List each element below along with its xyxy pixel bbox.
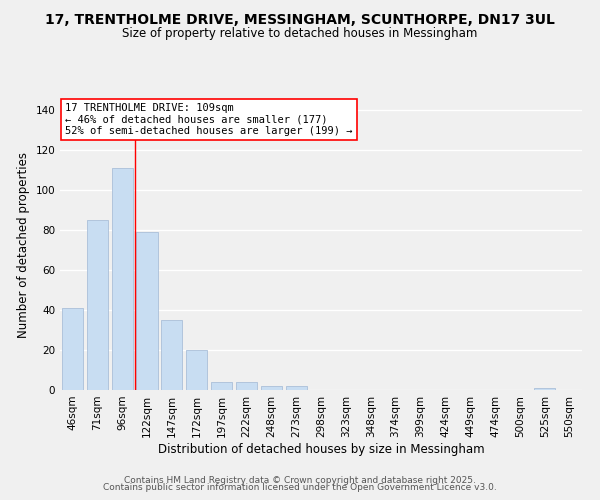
Bar — [87, 220, 108, 390]
Bar — [261, 386, 282, 390]
Y-axis label: Number of detached properties: Number of detached properties — [17, 152, 30, 338]
Bar — [236, 382, 257, 390]
Text: Contains public sector information licensed under the Open Government Licence v3: Contains public sector information licen… — [103, 484, 497, 492]
Text: 17, TRENTHOLME DRIVE, MESSINGHAM, SCUNTHORPE, DN17 3UL: 17, TRENTHOLME DRIVE, MESSINGHAM, SCUNTH… — [45, 12, 555, 26]
Bar — [112, 168, 133, 390]
Bar — [161, 320, 182, 390]
Text: Contains HM Land Registry data © Crown copyright and database right 2025.: Contains HM Land Registry data © Crown c… — [124, 476, 476, 485]
Bar — [211, 382, 232, 390]
Bar — [136, 232, 158, 390]
Bar — [186, 350, 207, 390]
X-axis label: Distribution of detached houses by size in Messingham: Distribution of detached houses by size … — [158, 442, 484, 456]
Bar — [62, 308, 83, 390]
Bar — [286, 386, 307, 390]
Text: 17 TRENTHOLME DRIVE: 109sqm
← 46% of detached houses are smaller (177)
52% of se: 17 TRENTHOLME DRIVE: 109sqm ← 46% of det… — [65, 103, 353, 136]
Text: Size of property relative to detached houses in Messingham: Size of property relative to detached ho… — [122, 28, 478, 40]
Bar — [534, 388, 555, 390]
